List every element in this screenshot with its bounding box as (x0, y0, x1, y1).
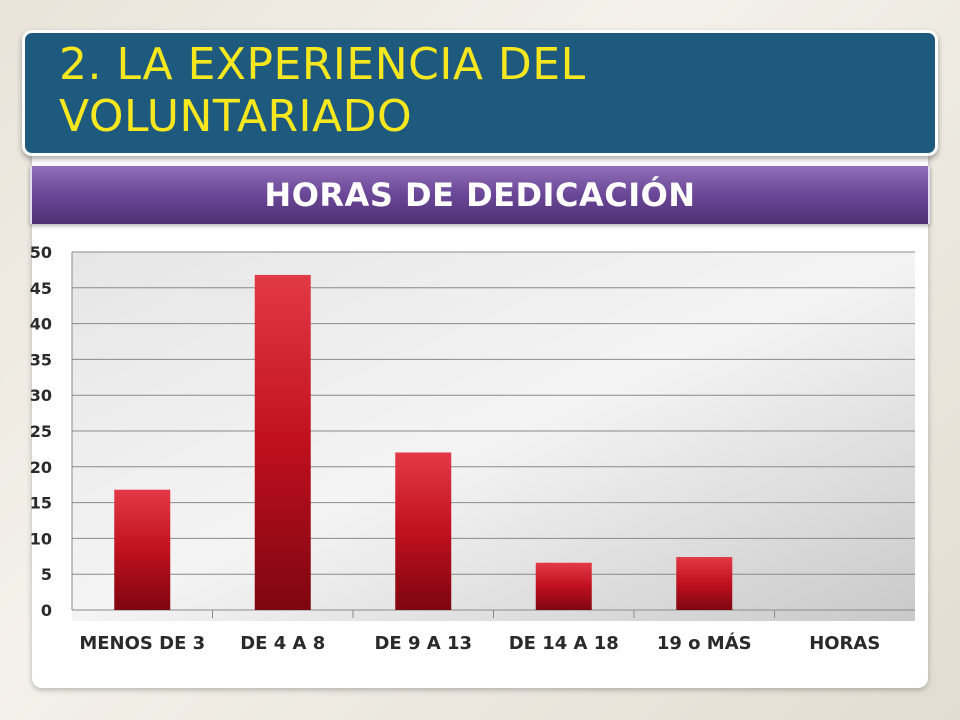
bar (114, 489, 171, 610)
y-tick-label: 50 (30, 243, 52, 262)
y-tick-label: 30 (30, 386, 52, 405)
x-tick-label: DE 9 A 13 (374, 633, 472, 654)
slide-title: 2. LA EXPERIENCIA DEL VOLUNTARIADO (59, 39, 586, 142)
bars (114, 274, 733, 610)
y-tick-label: 40 (30, 315, 52, 334)
bar (254, 274, 311, 610)
bar (395, 452, 452, 610)
y-axis-ticks: 0 5 10 15 20 25 30 35 40 45 50 (30, 243, 52, 620)
y-tick-label: 15 (30, 494, 52, 513)
chart-title: HORAS DE DEDICACIÓN (264, 176, 696, 214)
gridlines (71, 251, 915, 618)
bar (535, 562, 592, 610)
x-tick-label: DE 14 A 18 (509, 633, 619, 654)
plot-area (72, 252, 915, 621)
y-tick-label: 35 (30, 350, 52, 369)
y-tick-label: 45 (30, 279, 52, 298)
title-bar: 2. LA EXPERIENCIA DEL VOLUNTARIADO (22, 30, 938, 156)
y-tick-label: 25 (30, 422, 52, 441)
y-tick-label: 5 (41, 565, 52, 584)
y-tick-label: 20 (30, 458, 52, 477)
x-tick-label: DE 4 A 8 (240, 633, 325, 654)
y-tick-label: 10 (30, 529, 52, 548)
x-tick-label: HORAS (809, 633, 880, 654)
x-tick-label: MENOS DE 3 (79, 633, 205, 654)
bar (676, 557, 733, 610)
x-axis-labels: MENOS DE 3 DE 4 A 8 DE 9 A 13 DE 14 A 18 19 … (79, 632, 880, 654)
y-tick-label: 0 (41, 601, 52, 620)
chart-title-bar: HORAS DE DEDICACIÓN (30, 166, 930, 224)
x-tick-label: 19 o MÁS (657, 632, 752, 654)
